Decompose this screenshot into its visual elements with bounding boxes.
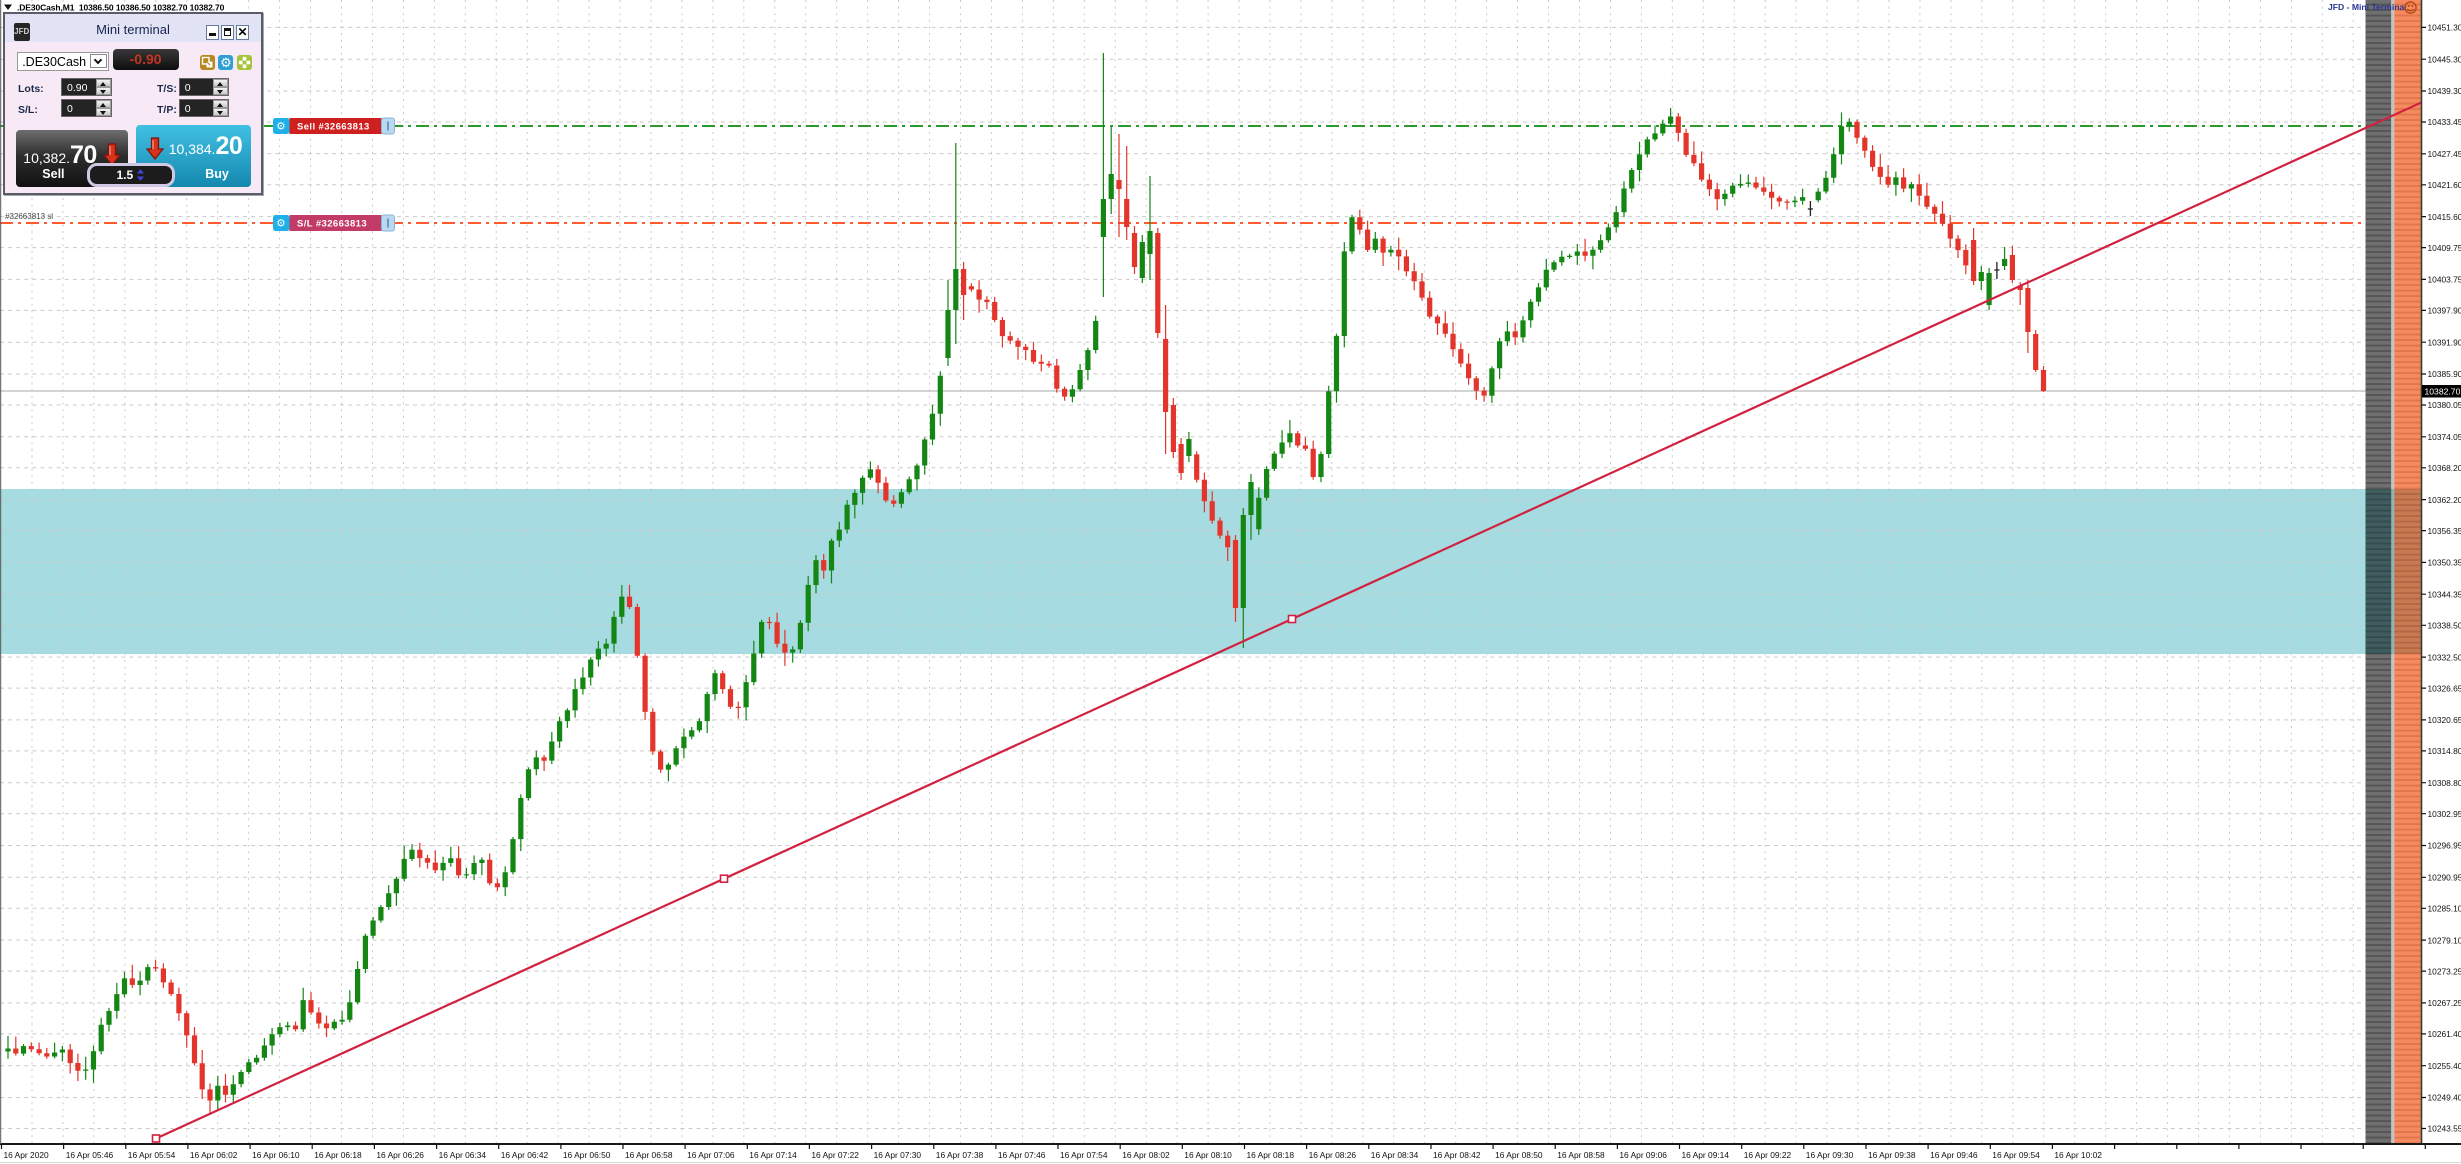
svg-text:#32663813 sl: #32663813 sl bbox=[5, 212, 53, 221]
svg-text:10326.65: 10326.65 bbox=[2428, 683, 2461, 693]
svg-text:16 Apr 08:34: 16 Apr 08:34 bbox=[1371, 1150, 1419, 1160]
svg-text:.DE30Cash,M1 10386.50 10386.5: .DE30Cash,M1 10386.50 10386.50 10382.70 … bbox=[17, 3, 225, 13]
svg-text:10451.30: 10451.30 bbox=[2428, 23, 2461, 33]
svg-text:10267.25: 10267.25 bbox=[2428, 998, 2461, 1008]
svg-text:16 Apr 09:22: 16 Apr 09:22 bbox=[1744, 1150, 1792, 1160]
svg-text:16 Apr 07:46: 16 Apr 07:46 bbox=[998, 1150, 1046, 1160]
svg-text:10382.70: 10382.70 bbox=[2425, 387, 2461, 397]
svg-text:16 Apr 07:14: 16 Apr 07:14 bbox=[749, 1150, 797, 1160]
svg-text:10427.45: 10427.45 bbox=[2428, 149, 2461, 159]
svg-text:16 Apr 09:46: 16 Apr 09:46 bbox=[1930, 1150, 1978, 1160]
svg-text:16 Apr 07:30: 16 Apr 07:30 bbox=[874, 1150, 922, 1160]
svg-text:10380.05: 10380.05 bbox=[2428, 400, 2461, 410]
svg-text:10338.50: 10338.50 bbox=[2428, 621, 2461, 631]
svg-text:16 Apr 08:58: 16 Apr 08:58 bbox=[1557, 1150, 1605, 1160]
svg-text:16 Apr 06:42: 16 Apr 06:42 bbox=[501, 1150, 549, 1160]
svg-text:10362.20: 10362.20 bbox=[2428, 495, 2461, 505]
svg-text:10397.90: 10397.90 bbox=[2428, 306, 2461, 316]
svg-text:10350.35: 10350.35 bbox=[2428, 558, 2461, 568]
svg-text:S/L #32663813: S/L #32663813 bbox=[297, 219, 367, 230]
svg-text:10243.55: 10243.55 bbox=[2428, 1124, 2461, 1134]
svg-text:16 Apr 08:42: 16 Apr 08:42 bbox=[1433, 1150, 1481, 1160]
svg-text:16 Apr 06:58: 16 Apr 06:58 bbox=[625, 1150, 673, 1160]
svg-text:16 Apr 07:06: 16 Apr 07:06 bbox=[687, 1150, 735, 1160]
svg-text:10445.30: 10445.30 bbox=[2428, 54, 2461, 64]
svg-text:10403.75: 10403.75 bbox=[2428, 275, 2461, 285]
svg-text:10279.10: 10279.10 bbox=[2428, 935, 2461, 945]
svg-text:16 Apr 08:10: 16 Apr 08:10 bbox=[1184, 1150, 1232, 1160]
svg-text:16 Apr 06:26: 16 Apr 06:26 bbox=[376, 1150, 424, 1160]
svg-text:16 Apr 07:38: 16 Apr 07:38 bbox=[936, 1150, 984, 1160]
svg-text:10320.65: 10320.65 bbox=[2428, 715, 2461, 725]
svg-text:16 Apr 09:38: 16 Apr 09:38 bbox=[1868, 1150, 1916, 1160]
svg-text:10249.40: 10249.40 bbox=[2428, 1093, 2461, 1103]
svg-text:10391.90: 10391.90 bbox=[2428, 337, 2461, 347]
svg-text:10415.60: 10415.60 bbox=[2428, 212, 2461, 222]
svg-text:10332.50: 10332.50 bbox=[2428, 652, 2461, 662]
svg-text:16 Apr 08:50: 16 Apr 08:50 bbox=[1495, 1150, 1543, 1160]
svg-text:16 Apr 08:18: 16 Apr 08:18 bbox=[1247, 1150, 1295, 1160]
svg-text:10356.35: 10356.35 bbox=[2428, 526, 2461, 536]
svg-text:10290.95: 10290.95 bbox=[2428, 873, 2461, 883]
svg-text:16 Apr 07:54: 16 Apr 07:54 bbox=[1060, 1150, 1108, 1160]
svg-text:16 Apr 06:02: 16 Apr 06:02 bbox=[190, 1150, 238, 1160]
svg-text:10433.45: 10433.45 bbox=[2428, 117, 2461, 127]
svg-text:16 Apr 09:30: 16 Apr 09:30 bbox=[1806, 1150, 1854, 1160]
svg-text:16 Apr 06:10: 16 Apr 06:10 bbox=[252, 1150, 300, 1160]
svg-text:10255.40: 10255.40 bbox=[2428, 1061, 2461, 1071]
svg-text:10273.25: 10273.25 bbox=[2428, 966, 2461, 976]
svg-text:Sell #32663813: Sell #32663813 bbox=[297, 122, 370, 133]
svg-text:10261.40: 10261.40 bbox=[2428, 1029, 2461, 1039]
svg-text:16 Apr 05:46: 16 Apr 05:46 bbox=[66, 1150, 114, 1160]
svg-text:16 Apr 06:50: 16 Apr 06:50 bbox=[563, 1150, 611, 1160]
svg-text:10296.95: 10296.95 bbox=[2428, 841, 2461, 851]
svg-text:16 Apr 09:14: 16 Apr 09:14 bbox=[1682, 1150, 1730, 1160]
svg-text:JFD - Mini Terminal: JFD - Mini Terminal bbox=[2328, 2, 2407, 12]
svg-text:10314.80: 10314.80 bbox=[2428, 746, 2461, 756]
svg-text:10368.20: 10368.20 bbox=[2428, 463, 2461, 473]
svg-text:16 Apr 06:18: 16 Apr 06:18 bbox=[314, 1150, 362, 1160]
svg-text:10302.95: 10302.95 bbox=[2428, 809, 2461, 819]
svg-text:16 Apr 2020: 16 Apr 2020 bbox=[4, 1150, 50, 1160]
svg-text:10421.60: 10421.60 bbox=[2428, 180, 2461, 190]
svg-text:⚙: ⚙ bbox=[276, 121, 285, 133]
svg-text:16 Apr 09:06: 16 Apr 09:06 bbox=[1619, 1150, 1667, 1160]
svg-text:10439.30: 10439.30 bbox=[2428, 86, 2461, 96]
svg-text:10308.80: 10308.80 bbox=[2428, 778, 2461, 788]
svg-text:10385.90: 10385.90 bbox=[2428, 369, 2461, 379]
svg-text:16 Apr 05:54: 16 Apr 05:54 bbox=[128, 1150, 176, 1160]
svg-text:16 Apr 10:02: 16 Apr 10:02 bbox=[2054, 1150, 2102, 1160]
svg-text:10285.10: 10285.10 bbox=[2428, 904, 2461, 914]
svg-text:10374.05: 10374.05 bbox=[2428, 432, 2461, 442]
svg-text:16 Apr 08:02: 16 Apr 08:02 bbox=[1122, 1150, 1170, 1160]
svg-text:16 Apr 09:54: 16 Apr 09:54 bbox=[1992, 1150, 2040, 1160]
svg-text:16 Apr 06:34: 16 Apr 06:34 bbox=[439, 1150, 487, 1160]
svg-text:10344.35: 10344.35 bbox=[2428, 589, 2461, 599]
svg-text:10409.75: 10409.75 bbox=[2428, 243, 2461, 253]
svg-text:16 Apr 08:26: 16 Apr 08:26 bbox=[1309, 1150, 1357, 1160]
svg-text:⚙: ⚙ bbox=[276, 218, 285, 230]
svg-text:16 Apr 07:22: 16 Apr 07:22 bbox=[811, 1150, 859, 1160]
